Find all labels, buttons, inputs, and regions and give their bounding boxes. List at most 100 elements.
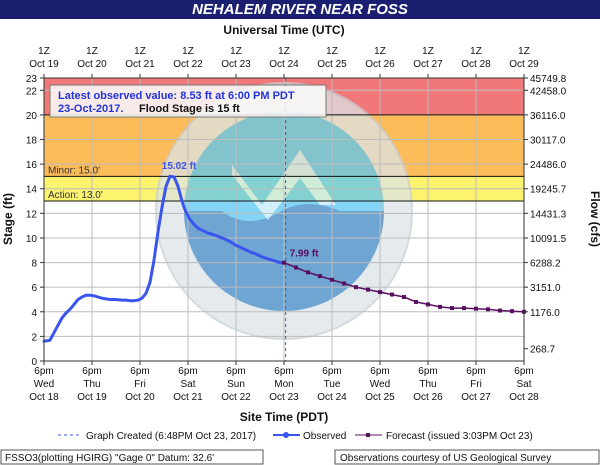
top-tick-label-time: 1Z bbox=[86, 46, 98, 57]
flow-tick-label: 6288.2 bbox=[530, 259, 561, 270]
forecast-point bbox=[318, 274, 322, 279]
legend-observed-label: Observed bbox=[303, 431, 346, 442]
top-tick-label-time: 1Z bbox=[182, 46, 194, 57]
top-tick-label-date: Oct 23 bbox=[221, 59, 251, 70]
value-annotations: 15.02 ft 7.99 ft bbox=[162, 161, 319, 259]
forecast-point bbox=[402, 295, 406, 300]
y-tick-label: 16 bbox=[26, 160, 38, 171]
forecast-point bbox=[306, 270, 310, 275]
forecast-point bbox=[294, 265, 298, 270]
x-tick-label-date: Oct 24 bbox=[317, 392, 347, 403]
x-tick-label-date: Oct 25 bbox=[365, 392, 395, 403]
x-tick-label-date: Oct 21 bbox=[173, 392, 203, 403]
forecast-point bbox=[498, 308, 502, 313]
flow-tick-label: 36116.0 bbox=[530, 111, 566, 122]
x-tick-label-time: 6pm bbox=[130, 366, 149, 377]
y-axis-title: Stage (ft) bbox=[1, 193, 15, 245]
latest-observed-text: Latest observed value: 8.53 ft at 6:00 P… bbox=[58, 90, 295, 102]
x-tick-label-time: 6pm bbox=[34, 366, 53, 377]
courtesy-box bbox=[334, 449, 600, 465]
top-tick-label-date: Oct 28 bbox=[461, 59, 491, 70]
top-tick-label-time: 1Z bbox=[134, 46, 146, 57]
legend-forecast-label: Forecast (issued 3:03PM Oct 23) bbox=[386, 431, 533, 442]
top-tick-label-time: 1Z bbox=[518, 46, 530, 57]
x-tick-label-day: Sat bbox=[516, 379, 531, 390]
x-tick-label-time: 6pm bbox=[514, 366, 533, 377]
latest-observed-date: 23-Oct-2017. bbox=[58, 103, 123, 115]
forecast-point bbox=[354, 285, 358, 290]
forecast-point bbox=[510, 309, 514, 314]
top-tick-label-time: 1Z bbox=[326, 46, 338, 57]
top-tick-label-time: 1Z bbox=[230, 46, 242, 57]
forecast-point bbox=[390, 292, 394, 297]
forecast-point bbox=[426, 302, 430, 307]
x-tick-label-date: Oct 23 bbox=[269, 392, 299, 403]
flood-stage-text: Flood Stage is 15 ft bbox=[139, 103, 240, 115]
forecast-point bbox=[474, 306, 478, 311]
flow-tick-label: 24486.0 bbox=[530, 160, 567, 171]
x-tick-label-day: Wed bbox=[370, 379, 390, 390]
top-tick-label-date: Oct 19 bbox=[29, 59, 59, 70]
y2-axis-title: Flow (cfs) bbox=[588, 191, 600, 247]
forecast-point bbox=[438, 304, 442, 309]
top-tick-label-date: Oct 22 bbox=[173, 59, 203, 70]
forecast-point bbox=[486, 307, 490, 312]
x-tick-label-day: Sun bbox=[227, 379, 245, 390]
x-tick-label-time: 6pm bbox=[82, 366, 101, 377]
legend-graph-created-label: Graph Created (6:48PM Oct 23, 2017) bbox=[86, 431, 256, 442]
flow-tick-label: 268.7 bbox=[530, 345, 555, 356]
x-tick-label-date: Oct 27 bbox=[461, 392, 491, 403]
chart-title: NEHALEM RIVER NEAR FOSS bbox=[192, 1, 408, 18]
threshold-label: Action: 13.0' bbox=[48, 190, 103, 201]
threshold-label: Minor: 15.0' bbox=[48, 165, 100, 176]
top-tick-label-date: Oct 27 bbox=[413, 59, 443, 70]
x-tick-label-time: 6pm bbox=[178, 366, 197, 377]
y-tick-label: 14 bbox=[26, 185, 38, 196]
y-tick-label: 22 bbox=[26, 86, 38, 97]
flow-tick-label: 42458.0 bbox=[530, 86, 567, 97]
legend: Graph Created (6:48PM Oct 23, 2017) Obse… bbox=[58, 431, 533, 442]
forecast-point bbox=[366, 287, 370, 292]
y-tick-label: 0 bbox=[31, 357, 37, 368]
x-tick-label-date: Oct 28 bbox=[509, 392, 539, 403]
top-tick-label-date: Oct 29 bbox=[509, 59, 539, 70]
top-axis-title: Universal Time (UTC) bbox=[223, 23, 344, 37]
y-tick-label: 6 bbox=[31, 283, 37, 294]
x-tick-label-date: Oct 20 bbox=[125, 392, 155, 403]
x-tick-label-day: Wed bbox=[34, 379, 54, 390]
top-tick-label-date: Oct 25 bbox=[317, 59, 347, 70]
x-axis-title: Site Time (PDT) bbox=[240, 410, 328, 424]
observed-series-line bbox=[42, 174, 284, 343]
top-tick-label-time: 1Z bbox=[38, 46, 50, 57]
flow-tick-label: 19245.7 bbox=[530, 185, 567, 196]
x-tick-label-date: Oct 22 bbox=[221, 392, 251, 403]
top-tick-label-date: Oct 20 bbox=[77, 59, 107, 70]
latest-observed-box: Latest observed value: 8.53 ft at 6:00 P… bbox=[49, 84, 327, 118]
x-tick-label-date: Oct 26 bbox=[413, 392, 443, 403]
x-tick-label-day: Tue bbox=[324, 379, 341, 390]
title-bar bbox=[0, 0, 600, 19]
y-tick-label: 20 bbox=[26, 111, 38, 122]
flow-tick-label: 10091.5 bbox=[530, 234, 567, 245]
flow-tick-label: 3151.0 bbox=[530, 283, 561, 294]
y-tick-label: 10 bbox=[26, 234, 38, 245]
flow-tick-label: 30117.0 bbox=[530, 136, 566, 147]
value-annotation: 15.02 ft bbox=[162, 161, 197, 172]
station-info-text: FSSO3(plotting HGIRG) "Gage 0" Datum: 32… bbox=[5, 453, 214, 464]
forecast-point bbox=[414, 299, 418, 304]
x-tick-label-date: Oct 19 bbox=[77, 392, 107, 403]
x-tick-label-time: 6pm bbox=[226, 366, 245, 377]
forecast-point bbox=[330, 277, 334, 282]
x-tick-label-day: Mon bbox=[274, 379, 293, 390]
y-tick-label: 8 bbox=[31, 259, 37, 270]
y-tick-label: 12 bbox=[26, 209, 38, 220]
x-tick-label-day: Sat bbox=[180, 379, 195, 390]
legend-observed-marker bbox=[283, 432, 289, 438]
y-tick-label: 2 bbox=[31, 332, 37, 343]
x-tick-label-date: Oct 18 bbox=[29, 392, 59, 403]
station-info-box bbox=[0, 449, 264, 465]
top-tick-label-time: 1Z bbox=[470, 46, 482, 57]
top-tick-label-time: 1Z bbox=[422, 46, 434, 57]
